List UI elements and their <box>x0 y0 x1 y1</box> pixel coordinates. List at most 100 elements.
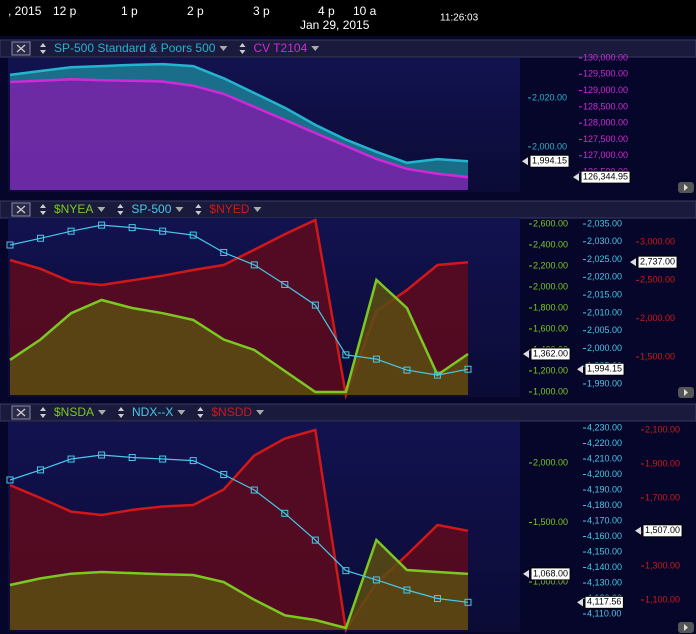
tick-label: 2,000.00 <box>533 457 568 467</box>
legend-icon <box>118 407 125 418</box>
axis-marker <box>577 365 583 374</box>
tick-label: 4,230.00 <box>587 422 622 432</box>
tick-label: 4,160.00 <box>587 531 622 541</box>
panel-header <box>0 200 696 219</box>
series-line <box>9 537 469 630</box>
legend-icon <box>40 204 46 215</box>
price-bar <box>37 466 45 474</box>
series-line <box>9 62 469 165</box>
tick-label: 4,180.00 <box>587 500 622 510</box>
price-bar <box>6 476 14 484</box>
price-bar <box>159 227 167 235</box>
price-bar <box>189 457 197 465</box>
price-bar <box>220 248 228 256</box>
close-icon <box>16 205 26 214</box>
tick-label: 1,000.00 <box>533 576 568 586</box>
legend-dropdown <box>175 207 184 212</box>
tick-label: 129,000.00 <box>583 85 628 95</box>
price-bar <box>342 351 350 359</box>
price-bar <box>128 453 136 461</box>
tick-label: 2,020.00 <box>532 92 567 102</box>
scroll-icon <box>684 624 688 631</box>
price-bar <box>342 567 350 575</box>
price-bar <box>433 595 441 603</box>
tick-label: 4,140.00 <box>587 562 622 572</box>
series-line <box>9 454 469 603</box>
time-label: 2 p <box>187 4 204 18</box>
price-bar <box>403 366 411 374</box>
price-bar <box>311 536 319 544</box>
tick-label: 2,010.00 <box>587 307 622 317</box>
tick-label: 1,990.00 <box>587 378 622 388</box>
tick-label: 127,500.00 <box>583 134 628 144</box>
scroll-icon <box>684 184 688 191</box>
last-value-box <box>642 524 683 538</box>
series-line <box>9 77 469 179</box>
legend-entry: SP-500 Standard & Poors 500 <box>54 41 216 55</box>
legend-dropdown <box>98 410 107 415</box>
tick-label: 128,500.00 <box>583 101 628 111</box>
clock: 11:26:03 <box>440 13 479 24</box>
legend-icon <box>117 204 124 215</box>
tick-label: 2,200.00 <box>533 260 568 270</box>
tick-label: 1,500.00 <box>533 517 568 527</box>
price-bar <box>98 221 106 229</box>
price-bar <box>220 471 228 479</box>
last-value-box <box>584 362 625 376</box>
axis-marker <box>630 258 636 267</box>
axis-marker <box>635 526 641 535</box>
tick-label: 2,000.00 <box>640 313 675 323</box>
tick-label: 2,000.00 <box>532 141 567 151</box>
legend-dropdown <box>311 46 320 51</box>
legend-dropdown <box>97 207 106 212</box>
tick-label: 1,100.00 <box>645 594 680 604</box>
tick-label: 3,000.00 <box>640 236 675 246</box>
legend-icon <box>195 204 202 215</box>
last-value-box <box>637 255 678 269</box>
last-value-label: 1,507.00 <box>645 525 680 535</box>
price-bar <box>98 451 106 459</box>
tick-label: 4,210.00 <box>587 453 622 463</box>
price-bar <box>464 598 472 606</box>
tick-label: 1,000.00 <box>533 386 568 396</box>
tick-label: 2,030.00 <box>587 236 622 246</box>
price-bar <box>67 455 75 463</box>
time-label: 3 p <box>253 4 270 18</box>
legend-icon <box>40 407 46 418</box>
tick-label: 2,025.00 <box>587 254 622 264</box>
time-label: , 2015 <box>8 4 42 18</box>
price-bar <box>311 301 319 309</box>
price-bar <box>128 224 136 232</box>
price-bar <box>37 234 45 242</box>
tick-label: 130,000.00 <box>583 52 628 62</box>
tick-label: 1,500.00 <box>640 351 675 361</box>
last-value-label: 4,117.56 <box>587 597 621 607</box>
tick-label: 2,100.00 <box>645 424 680 434</box>
tick-label: 2,000.00 <box>587 343 622 353</box>
tick-label: 2,015.00 <box>587 290 622 300</box>
close-icon <box>16 408 26 417</box>
tick-label: 1,700.00 <box>645 492 680 502</box>
price-bar <box>372 355 380 363</box>
axis-marker <box>522 157 528 166</box>
axis-marker <box>573 173 579 182</box>
tick-label: 2,035.00 <box>587 218 622 228</box>
tick-label: 2,400.00 <box>533 239 568 249</box>
price-bar <box>6 241 14 249</box>
tick-label: 4,110.00 <box>587 608 621 618</box>
series-line <box>9 277 469 394</box>
legend-dropdown <box>219 46 228 51</box>
price-bar <box>189 231 197 239</box>
price-bar <box>250 486 258 494</box>
tick-label: 1,300.00 <box>645 560 680 570</box>
price-bar <box>464 365 472 373</box>
axis-marker <box>577 598 583 607</box>
legend-icon <box>40 43 46 54</box>
price-bar <box>281 509 289 517</box>
tick-label: 4,200.00 <box>587 469 622 479</box>
tick-label: 127,000.00 <box>583 150 628 160</box>
last-value-label: 1,068.00 <box>533 568 568 578</box>
tick-label: 2,000.00 <box>533 281 568 291</box>
last-value-label: 2,737.00 <box>640 257 675 267</box>
